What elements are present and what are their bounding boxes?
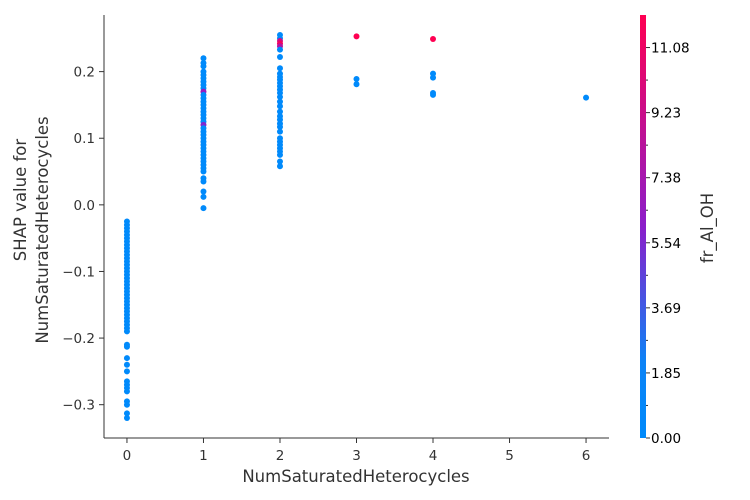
- scatter-point: [200, 168, 207, 175]
- scatter-point: [276, 93, 283, 100]
- y-tick-label: 0.0: [74, 198, 95, 214]
- scatter-point: [353, 75, 360, 82]
- scatter-points: [123, 31, 590, 422]
- colorbar-tick-label: 1.85: [651, 366, 681, 382]
- x-tick-label: 1: [199, 448, 208, 464]
- scatter-point: [200, 188, 207, 195]
- scatter-point: [123, 343, 130, 350]
- scatter-point: [123, 328, 130, 335]
- y-tick-label: −0.2: [62, 331, 95, 347]
- x-tick-label: 4: [429, 448, 438, 464]
- scatter-point: [276, 123, 283, 130]
- scatter-point: [200, 205, 207, 212]
- x-axis-label: NumSaturatedHeterocycles: [242, 467, 469, 486]
- scatter-point: [276, 46, 283, 53]
- scatter-point: [353, 33, 360, 40]
- colorbar-label: fr_Al_OH: [698, 193, 718, 263]
- scatter-point: [276, 53, 283, 60]
- scatter-point: [123, 388, 130, 395]
- y-axis-label: SHAP value for NumSaturatedHeterocycles: [11, 116, 52, 343]
- scatter-point: [353, 81, 360, 88]
- scatter-point: [276, 158, 283, 165]
- scatter-point: [276, 108, 283, 115]
- scatter-point: [276, 98, 283, 105]
- scatter-point: [123, 415, 130, 422]
- y-tick-label: −0.1: [62, 264, 95, 280]
- scatter-point: [276, 128, 283, 135]
- x-tick-label: 0: [123, 448, 132, 464]
- colorbar-tick-label: 7.38: [651, 171, 681, 187]
- colorbar: [640, 15, 646, 438]
- y-tick-label: −0.3: [62, 398, 95, 414]
- colorbar-tick-label: 3.69: [651, 301, 681, 317]
- colorbar-tick-label: 9.23: [651, 106, 681, 122]
- y-axis-ticks: −0.3 −0.2 −0.1 0.0 0.1 0.2: [62, 65, 104, 414]
- scatter-point: [123, 410, 130, 417]
- colorbar-ticks: 0.00 1.85 3.69 5.54 7.38 9.23 11.08: [646, 41, 690, 447]
- x-axis-ticks: 0 1 2 3 4 5 6: [123, 438, 591, 464]
- scatter-point: [200, 178, 207, 185]
- scatter-point: [200, 193, 207, 200]
- scatter-point: [200, 63, 207, 70]
- x-tick-label: 3: [352, 448, 361, 464]
- colorbar-tick-label: 0.00: [651, 431, 681, 447]
- y-tick-label: 0.1: [74, 131, 95, 147]
- scatter-point: [123, 401, 130, 408]
- scatter-point: [276, 151, 283, 158]
- scatter-point: [123, 368, 130, 375]
- scatter-point: [276, 163, 283, 170]
- scatter-point: [430, 35, 437, 42]
- y-axis-label-line-1: SHAP value for: [11, 139, 30, 262]
- x-tick-label: 5: [505, 448, 514, 464]
- scatter-point: [430, 74, 437, 81]
- y-tick-label: 0.2: [74, 65, 95, 81]
- scatter-point: [123, 355, 130, 362]
- y-axis-label-line-2: NumSaturatedHeterocycles: [33, 116, 52, 343]
- scatter-point: [583, 94, 590, 101]
- x-tick-label: 6: [582, 448, 591, 464]
- x-tick-label: 2: [276, 448, 285, 464]
- scatter-point: [123, 361, 130, 368]
- scatter-point: [200, 55, 207, 62]
- scatter-point: [276, 65, 283, 72]
- colorbar-tick-label: 11.08: [651, 41, 690, 57]
- scatter-point: [430, 91, 437, 98]
- colorbar-tick-label: 5.54: [651, 236, 681, 252]
- scatter-point: [276, 103, 283, 110]
